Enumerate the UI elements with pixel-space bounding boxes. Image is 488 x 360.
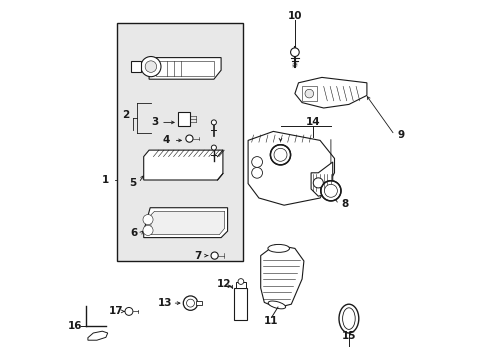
Circle shape bbox=[273, 148, 286, 161]
Text: 14: 14 bbox=[305, 117, 320, 127]
Circle shape bbox=[290, 48, 299, 57]
Circle shape bbox=[324, 184, 337, 197]
Text: 9: 9 bbox=[397, 130, 404, 140]
Bar bbox=[156, 61, 213, 76]
Text: 17: 17 bbox=[108, 306, 123, 316]
Circle shape bbox=[185, 135, 193, 142]
Text: 4: 4 bbox=[163, 135, 170, 145]
Bar bbox=[302, 86, 316, 101]
Circle shape bbox=[125, 307, 133, 315]
Circle shape bbox=[313, 178, 323, 188]
Text: 16: 16 bbox=[68, 321, 82, 331]
Text: 1: 1 bbox=[102, 175, 109, 185]
Polygon shape bbox=[310, 162, 332, 196]
Circle shape bbox=[211, 252, 218, 259]
Text: 8: 8 bbox=[341, 199, 348, 210]
Text: 15: 15 bbox=[341, 330, 355, 341]
Text: 6: 6 bbox=[130, 228, 138, 238]
Circle shape bbox=[211, 120, 216, 125]
Circle shape bbox=[238, 279, 244, 284]
Polygon shape bbox=[88, 331, 107, 340]
Circle shape bbox=[142, 225, 153, 235]
Bar bbox=[117, 23, 242, 261]
Circle shape bbox=[145, 61, 156, 72]
Ellipse shape bbox=[338, 304, 358, 333]
Bar bbox=[235, 282, 245, 288]
Text: 2: 2 bbox=[122, 110, 129, 120]
Polygon shape bbox=[260, 245, 303, 308]
Polygon shape bbox=[143, 150, 223, 180]
Circle shape bbox=[141, 57, 161, 77]
Circle shape bbox=[183, 296, 197, 310]
Circle shape bbox=[186, 299, 194, 307]
Bar bbox=[234, 288, 247, 320]
Ellipse shape bbox=[267, 244, 289, 252]
Circle shape bbox=[270, 145, 290, 165]
Text: 5: 5 bbox=[129, 178, 136, 188]
Bar bbox=[178, 112, 190, 126]
Polygon shape bbox=[151, 211, 224, 235]
Bar bbox=[131, 61, 141, 72]
Circle shape bbox=[142, 215, 153, 225]
Circle shape bbox=[305, 89, 313, 98]
Text: 12: 12 bbox=[216, 279, 230, 289]
Text: 11: 11 bbox=[264, 316, 278, 326]
Bar bbox=[196, 301, 202, 305]
Polygon shape bbox=[143, 208, 227, 238]
Text: 10: 10 bbox=[287, 11, 302, 21]
Text: 3: 3 bbox=[151, 117, 159, 127]
Circle shape bbox=[251, 167, 262, 178]
Polygon shape bbox=[294, 77, 366, 108]
Polygon shape bbox=[247, 131, 334, 205]
Text: 13: 13 bbox=[157, 298, 171, 308]
Circle shape bbox=[251, 157, 262, 167]
Polygon shape bbox=[149, 58, 221, 79]
Text: 7: 7 bbox=[194, 251, 202, 261]
Circle shape bbox=[211, 145, 216, 150]
Ellipse shape bbox=[267, 301, 285, 309]
Circle shape bbox=[320, 181, 340, 201]
Ellipse shape bbox=[342, 308, 354, 329]
